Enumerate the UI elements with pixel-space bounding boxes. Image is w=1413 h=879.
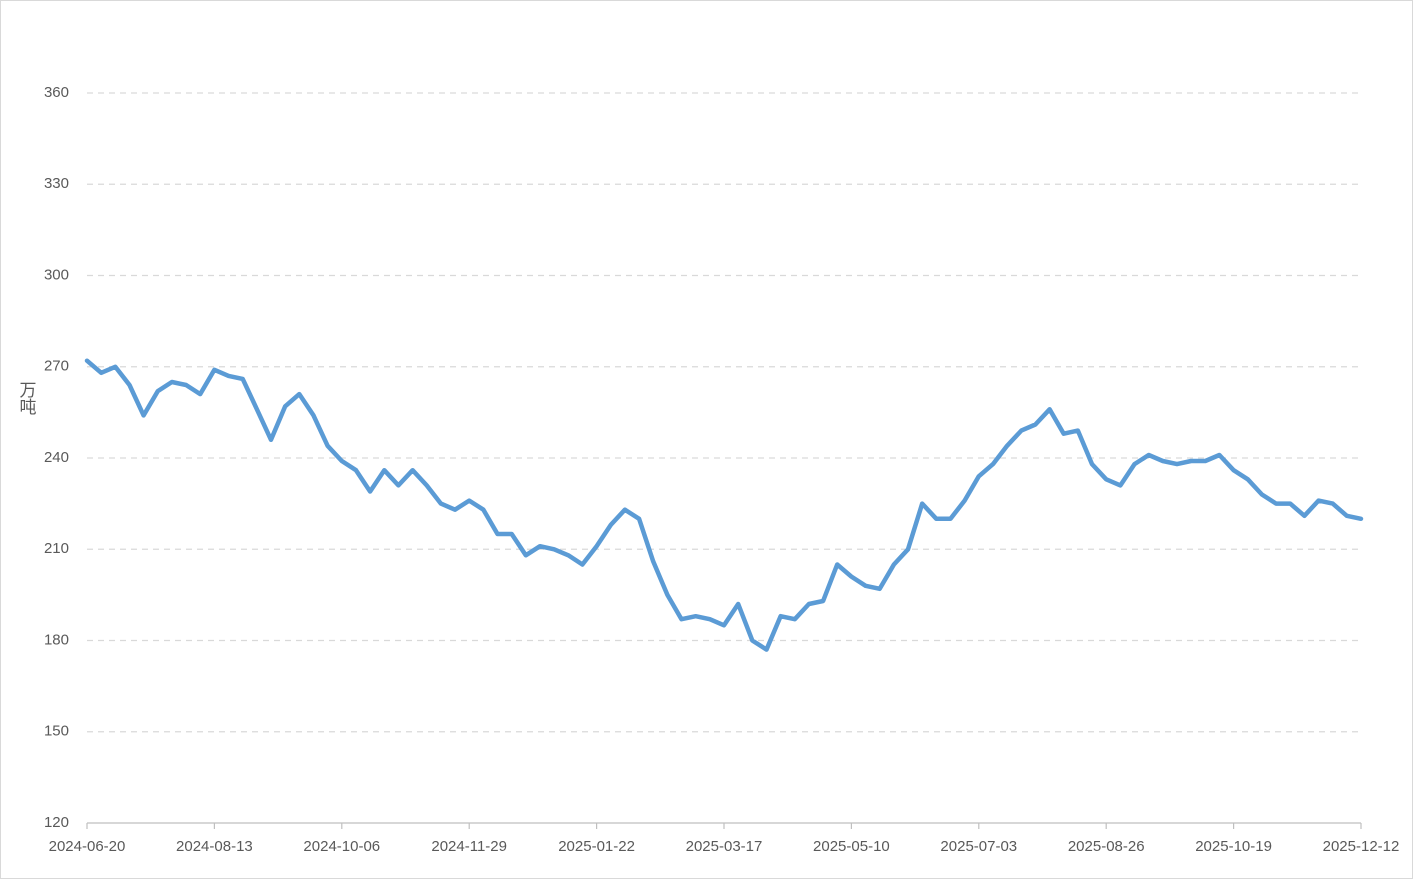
y-tick-label: 360 — [44, 84, 69, 101]
y-tick-label: 330 — [44, 175, 69, 192]
x-tick-label: 2024-06-20 — [49, 838, 126, 855]
x-tick-label: 2024-10-06 — [303, 838, 380, 855]
x-tick-label: 2025-10-19 — [1195, 838, 1272, 855]
data-line — [84, 358, 1364, 652]
x-tick-label: 2025-05-10 — [813, 838, 890, 855]
y-axis-label: 万吨 — [17, 381, 37, 415]
y-tick-label: 150 — [44, 723, 69, 740]
x-tick-label: 2024-11-29 — [431, 838, 507, 855]
x-tick-label: 2024-08-13 — [176, 838, 253, 855]
y-tick-label: 210 — [44, 540, 69, 557]
x-tick-label: 2025-03-17 — [686, 838, 763, 855]
y-tick-label: 240 — [44, 449, 69, 466]
x-tick-label: 2025-12-12 — [1323, 838, 1400, 855]
y-tick-label: 180 — [44, 631, 69, 648]
y-tick-label: 300 — [44, 266, 69, 283]
x-tick-label: 2025-07-03 — [940, 838, 1017, 855]
y-tick-label: 120 — [44, 814, 69, 831]
x-tick-label: 2025-01-22 — [558, 838, 635, 855]
x-tick-label: 2025-08-26 — [1068, 838, 1145, 855]
y-tick-label: 270 — [44, 358, 69, 375]
